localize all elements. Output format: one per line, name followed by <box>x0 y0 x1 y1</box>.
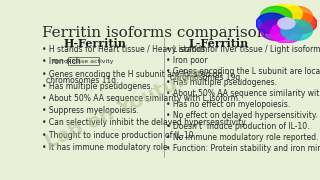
Text: • Has multiple pseudogenes.: • Has multiple pseudogenes. <box>166 78 277 87</box>
Text: chromosomes 11q.: chromosomes 11q. <box>46 76 119 85</box>
Text: ferroxidase activity: ferroxidase activity <box>53 59 113 64</box>
Text: • Genes encoding the L subunit are located on: • Genes encoding the L subunit are locat… <box>166 67 320 76</box>
Circle shape <box>256 13 288 34</box>
Circle shape <box>260 6 292 27</box>
Text: • H stands for Heart tissue / Heavy isoform.: • H stands for Heart tissue / Heavy isof… <box>43 45 210 54</box>
Text: • Doesn't  induce production of IL-10.: • Doesn't induce production of IL-10. <box>166 122 310 131</box>
Text: chromosomes 19q.: chromosomes 19q. <box>170 73 243 82</box>
Text: • Iron rich: • Iron rich <box>43 57 81 66</box>
Text: H-Ferritin: H-Ferritin <box>63 38 126 49</box>
Text: • No effect on delayed hypersensitivity.: • No effect on delayed hypersensitivity. <box>166 111 318 120</box>
Text: • About 50% AA sequence similarity with H isoform.: • About 50% AA sequence similarity with … <box>166 89 320 98</box>
Text: L-Ferritin: L-Ferritin <box>188 38 249 49</box>
Text: • L stands for liver tissue / Light isoform.: • L stands for liver tissue / Light isof… <box>166 45 320 54</box>
Circle shape <box>278 18 295 29</box>
Text: Ferritin isoforms comparison: Ferritin isoforms comparison <box>42 26 266 40</box>
Circle shape <box>271 4 302 24</box>
Text: • It has immune modulatory role.: • It has immune modulatory role. <box>43 143 171 152</box>
FancyBboxPatch shape <box>68 57 99 65</box>
Circle shape <box>281 20 313 40</box>
Circle shape <box>260 20 292 40</box>
Text: • Function: Protein stability and iron mineralisation.: • Function: Protein stability and iron m… <box>166 144 320 153</box>
Text: • Suppress myelopoiesis.: • Suppress myelopoiesis. <box>43 106 139 115</box>
Text: • Has multiple pseudogenes.: • Has multiple pseudogenes. <box>43 82 154 91</box>
Text: • About 50% AA sequence similarity with L isoform.: • About 50% AA sequence similarity with … <box>43 94 241 103</box>
Text: • Thought to induce production of IL-10.: • Thought to induce production of IL-10. <box>43 130 196 140</box>
Circle shape <box>271 23 302 43</box>
Text: • Genes encoding the H subunit are located on: • Genes encoding the H subunit are locat… <box>43 69 223 78</box>
Text: • Iron poor: • Iron poor <box>166 56 208 65</box>
Text: • Can selectively inhibit the delayed hypersensitivity.: • Can selectively inhibit the delayed hy… <box>43 118 247 127</box>
Circle shape <box>281 6 313 27</box>
Text: Lab on Youtube: Lab on Youtube <box>43 63 205 152</box>
Circle shape <box>285 13 317 34</box>
Text: • No immune modulatory role reported.: • No immune modulatory role reported. <box>166 133 319 142</box>
Text: • Has no effect on myelopoiesis.: • Has no effect on myelopoiesis. <box>166 100 291 109</box>
